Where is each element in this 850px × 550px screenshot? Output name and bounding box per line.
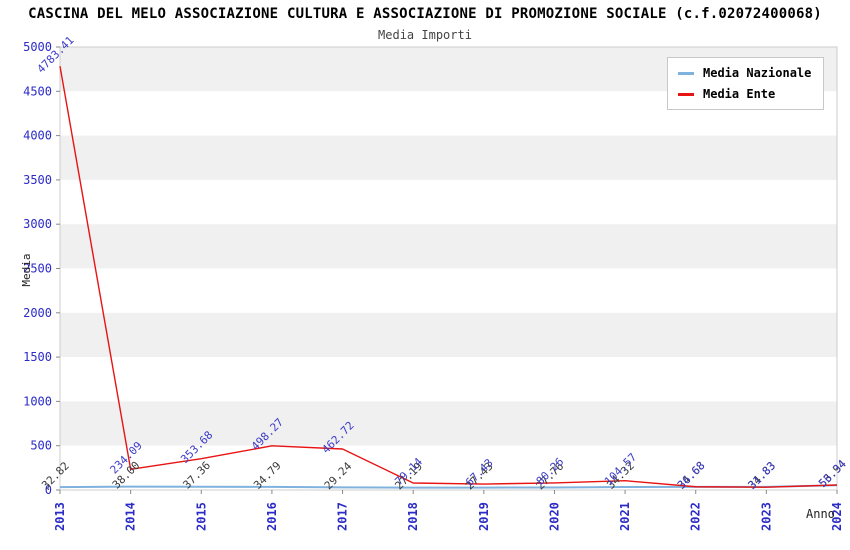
- x-tick-label: 2018: [406, 502, 420, 531]
- x-tick-label: 2017: [336, 502, 350, 531]
- legend-label: Media Ente: [703, 87, 776, 101]
- y-tick-label: 4500: [23, 84, 52, 98]
- plot-band: [60, 445, 837, 490]
- chart-subtitle: Media Importi: [378, 28, 472, 42]
- y-tick-label: 1500: [23, 350, 52, 364]
- legend: Media Nazionale Media Ente: [667, 57, 825, 110]
- y-tick-label: 3000: [23, 217, 52, 231]
- y-tick-label: 500: [30, 439, 52, 453]
- plot-band: [60, 268, 837, 313]
- y-tick-label: 0: [45, 483, 52, 497]
- plot-band: [60, 357, 837, 402]
- x-axis-title: Anno: [806, 507, 835, 521]
- media-ente-line-swatch: [678, 92, 694, 96]
- plot-band: [60, 224, 837, 269]
- legend-label: Media Nazionale: [703, 66, 812, 80]
- y-tick-label: 5000: [23, 40, 52, 54]
- series-line-media-ente: [59, 66, 838, 488]
- x-tick-label: 2019: [477, 502, 491, 531]
- plot-band: [60, 135, 837, 180]
- x-tick-label: 2014: [124, 502, 138, 531]
- plot-band: [60, 312, 837, 358]
- plot-band: [60, 179, 837, 225]
- legend-item-media-ente: Media Ente: [678, 87, 811, 101]
- x-tick-label: 2024: [830, 502, 844, 531]
- y-axis-title: Media: [20, 253, 33, 287]
- chart-title: CASCINA DEL MELO ASSOCIAZIONE CULTURA E …: [28, 6, 822, 22]
- legend-item-media-nazionale: Media Nazionale: [678, 66, 811, 80]
- x-tick-label: 2016: [265, 502, 279, 531]
- y-tick-label: 2500: [23, 262, 52, 276]
- x-tick-label: 2021: [618, 502, 632, 531]
- y-tick-label: 3500: [23, 173, 52, 187]
- plot-band: [60, 401, 837, 446]
- x-tick-label: 2015: [194, 502, 208, 531]
- x-tick-label: 2020: [547, 502, 561, 531]
- x-tick-label: 2013: [53, 502, 67, 531]
- x-tick-label: 2023: [759, 502, 773, 531]
- y-tick-label: 1000: [23, 394, 52, 408]
- media-nazionale-line-swatch: [678, 71, 694, 75]
- y-tick-label: 2000: [23, 306, 52, 320]
- x-tick-label: 2022: [689, 502, 703, 531]
- y-tick-label: 4000: [23, 129, 52, 143]
